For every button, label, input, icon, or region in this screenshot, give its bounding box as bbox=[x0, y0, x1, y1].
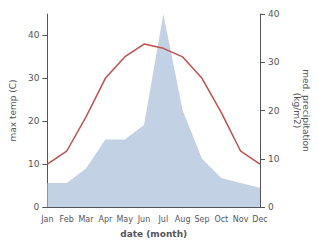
svg-text:Aug: Aug bbox=[175, 215, 191, 224]
svg-text:med. precipitation: med. precipitation bbox=[300, 69, 311, 152]
svg-text:40: 40 bbox=[28, 30, 40, 40]
svg-text:May: May bbox=[116, 215, 133, 224]
svg-text:Jun: Jun bbox=[137, 215, 151, 224]
svg-text:20: 20 bbox=[268, 106, 280, 116]
svg-text:10: 10 bbox=[28, 159, 40, 169]
svg-text:Feb: Feb bbox=[60, 215, 74, 224]
svg-text:(kg/m2): (kg/m2) bbox=[292, 93, 302, 128]
svg-text:30: 30 bbox=[268, 57, 280, 67]
svg-text:Apr: Apr bbox=[98, 215, 113, 224]
svg-text:Nov: Nov bbox=[233, 215, 249, 224]
svg-text:Oct: Oct bbox=[214, 215, 228, 224]
svg-text:0: 0 bbox=[34, 202, 40, 212]
svg-text:date (month): date (month) bbox=[120, 229, 187, 239]
svg-text:Dec: Dec bbox=[252, 215, 267, 224]
svg-text:Mar: Mar bbox=[78, 215, 94, 224]
svg-text:max temp (C): max temp (C) bbox=[8, 79, 18, 141]
svg-text:40: 40 bbox=[268, 9, 280, 19]
svg-text:10: 10 bbox=[268, 154, 280, 164]
svg-text:30: 30 bbox=[28, 73, 40, 83]
svg-text:Sep: Sep bbox=[194, 215, 209, 224]
svg-text:Jan: Jan bbox=[40, 215, 53, 224]
svg-text:20: 20 bbox=[28, 116, 40, 126]
svg-text:Jul: Jul bbox=[158, 215, 169, 224]
svg-text:0: 0 bbox=[268, 202, 274, 212]
